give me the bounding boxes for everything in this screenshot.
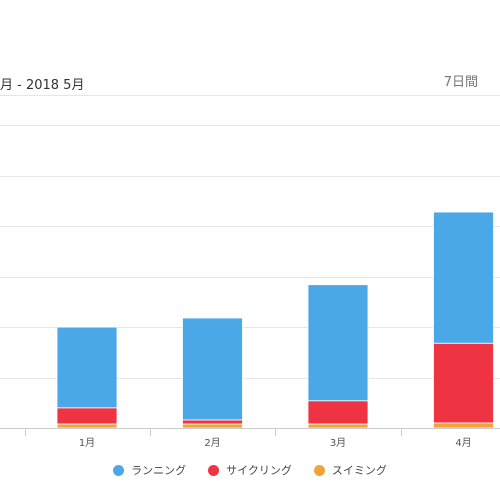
bar-segment-swimming[interactable] <box>307 423 369 429</box>
bar-segment-running[interactable] <box>433 211 494 344</box>
bars <box>56 211 494 429</box>
legend-item-running[interactable]: ランニング <box>113 462 186 478</box>
bar-segment-running[interactable] <box>56 326 118 409</box>
x-tick-label: 3月 <box>330 437 346 449</box>
bar-segment-running[interactable] <box>307 284 369 402</box>
bar-segment-swimming[interactable] <box>182 423 243 429</box>
x-axis: 1月 2月 3月 4月 <box>0 428 500 449</box>
legend-dot-running <box>113 464 125 476</box>
bar-segment-swimming[interactable] <box>56 423 118 429</box>
legend-label-cycling: サイクリング <box>226 464 292 477</box>
bar-segment-cycling[interactable] <box>182 419 243 425</box>
legend: ランニング サイクリング スイミング <box>0 462 500 478</box>
x-tick-label: 1月 <box>79 437 95 449</box>
legend-item-swimming[interactable]: スイミング <box>313 462 387 478</box>
legend-dot-swimming <box>313 464 325 476</box>
bar-segment-running[interactable] <box>182 317 243 421</box>
legend-dot-cycling <box>208 464 220 476</box>
date-range-label: 月 - 2018 5月 <box>0 78 85 93</box>
period-selector[interactable]: 7日間 <box>443 75 478 90</box>
x-tick-label: 2月 <box>204 437 220 449</box>
x-tick-label: 4月 <box>455 437 471 449</box>
legend-label-swimming: スイミング <box>331 464 387 477</box>
bar-segment-cycling[interactable] <box>307 400 369 425</box>
legend-item-cycling[interactable]: サイクリング <box>208 462 292 478</box>
legend-label-running: ランニング <box>131 464 187 477</box>
bar-segment-cycling[interactable] <box>56 407 118 425</box>
bar-segment-swimming[interactable] <box>433 422 494 429</box>
bar-segment-cycling[interactable] <box>433 342 494 424</box>
